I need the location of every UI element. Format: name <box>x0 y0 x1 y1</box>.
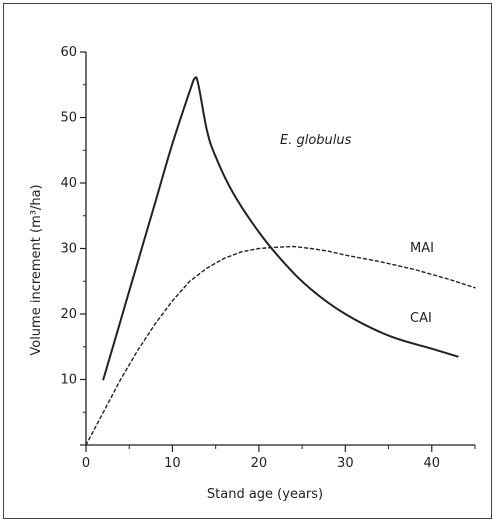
x-tick-label: 10 <box>164 456 181 471</box>
y-axis-label: Volume increment (m³/ha) <box>29 184 44 355</box>
ticks: 0 10 20 30 40 10 20 30 40 50 60 <box>60 45 476 471</box>
y-tick-label: 20 <box>60 307 77 322</box>
chart-frame <box>3 3 492 519</box>
y-tick-label: 40 <box>60 176 77 191</box>
x-axis-label: Stand age (years) <box>207 487 323 502</box>
x-tick-label: 20 <box>251 456 268 471</box>
series-group <box>85 76 476 446</box>
series-line-mai <box>85 245 476 446</box>
x-tick-label: 30 <box>337 456 354 471</box>
series-line-cai <box>102 76 459 381</box>
series-label-mai: MAI <box>410 241 434 256</box>
y-tick-label: 30 <box>60 242 77 257</box>
y-tick-label: 60 <box>60 45 77 60</box>
labels: Stand age (years) Volume increment (m³/h… <box>29 133 434 502</box>
x-tick-label: 0 <box>82 456 90 471</box>
y-tick-label: 50 <box>60 111 77 126</box>
species-annotation: E. globulus <box>280 133 352 148</box>
x-tick-label: 40 <box>424 456 441 471</box>
y-tick-label: 10 <box>60 373 77 388</box>
series-label-cai: CAI <box>410 311 432 326</box>
